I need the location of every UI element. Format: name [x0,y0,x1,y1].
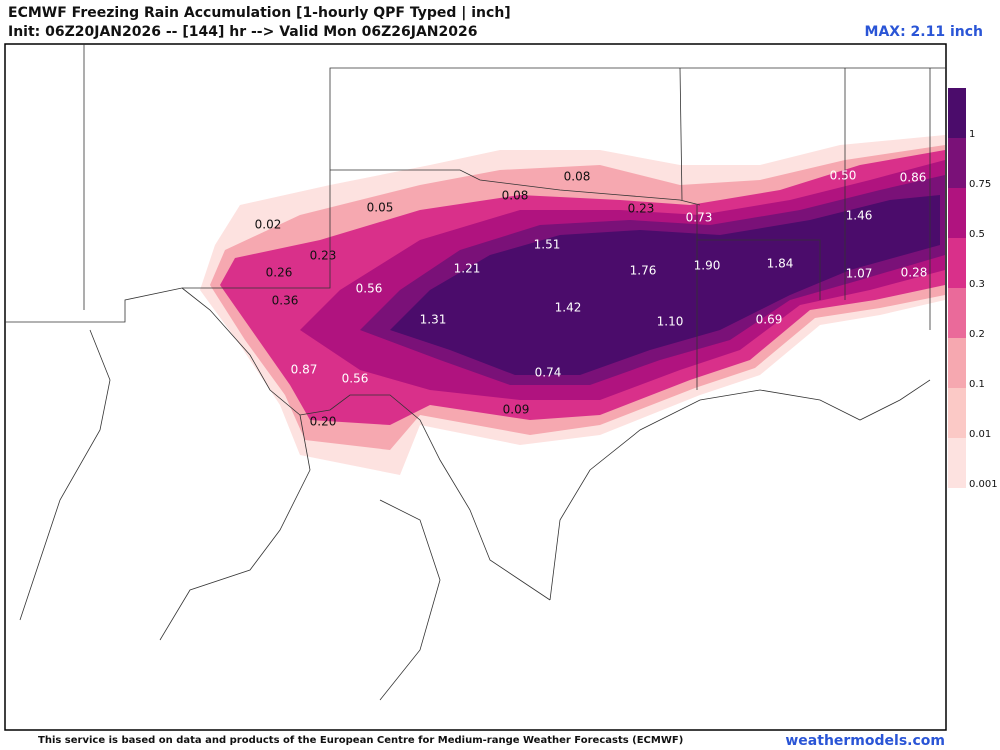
value-label: 1.90 [694,259,721,273]
value-label: 1.07 [846,267,873,281]
colorbar-segment [948,138,966,188]
max-label: MAX: 2.11 inch [865,24,983,40]
value-label: 0.73 [686,211,713,225]
colorbar-label: 1 [969,129,975,140]
colorbar-segment [948,88,966,138]
value-label: 0.08 [564,170,591,184]
value-label: 1.84 [767,257,794,271]
value-label: 0.50 [830,169,857,183]
value-label: 1.46 [846,209,873,223]
value-label: 0.56 [356,282,383,296]
colorbar-label: 0.1 [969,379,985,390]
colorbar-segment [948,238,966,288]
value-label: 1.31 [420,313,447,327]
value-label: 0.87 [291,363,318,377]
colorbar-label: 0.2 [969,329,985,340]
colorbar-label: 0.01 [969,429,991,440]
site-link[interactable]: weathermodels.com [785,733,945,749]
value-label: 0.20 [310,415,337,429]
coast [549,379,931,601]
value-label: 0.23 [310,249,337,263]
colorbar-label: 0.5 [969,229,985,240]
colorbar-segment [948,438,966,488]
value-label: 0.23 [628,202,655,216]
colorbar-segment [948,288,966,338]
value-label: 1.21 [454,262,481,276]
map-labels: 0.08 0.08 0.05 0.02 0.23 0.73 0.50 0.86 1.46 0.23… [255,169,928,429]
colorbar-label: 0.001 [969,479,998,490]
value-label: 0.36 [272,294,299,308]
colorbar-segment [948,338,966,388]
value-label: 0.69 [756,313,783,327]
subtitle: Init: 06Z20JAN2026 -- [144] hr --> Valid… [8,24,477,40]
precip-field [200,135,945,475]
value-label: 0.28 [901,266,928,280]
value-label: 0.26 [266,266,293,280]
value-label: 0.02 [255,218,282,232]
value-label: 0.86 [900,171,927,185]
colorbar-label: 0.75 [969,179,991,190]
value-label: 0.74 [535,366,562,380]
colorbar-segment [948,388,966,438]
footer-note: This service is based on data and produc… [38,735,683,746]
colorbar-segment [948,188,966,238]
value-label: 1.42 [555,301,582,315]
colorbar-label: 0.3 [969,279,985,290]
colorbar: 1 0.75 0.5 0.3 0.2 0.1 0.01 0.001 [948,88,998,490]
texas-border [181,287,551,601]
value-label: 0.56 [342,372,369,386]
boundaries [5,44,946,701]
value-label: 0.09 [503,403,530,417]
value-label: 1.51 [534,238,561,252]
value-label: 0.05 [367,201,394,215]
value-label: 1.76 [630,264,657,278]
mexico-states [19,329,441,701]
title: ECMWF Freezing Rain Accumulation [1-hour… [8,5,511,21]
value-label: 0.08 [502,189,529,203]
value-label: 1.10 [657,315,684,329]
